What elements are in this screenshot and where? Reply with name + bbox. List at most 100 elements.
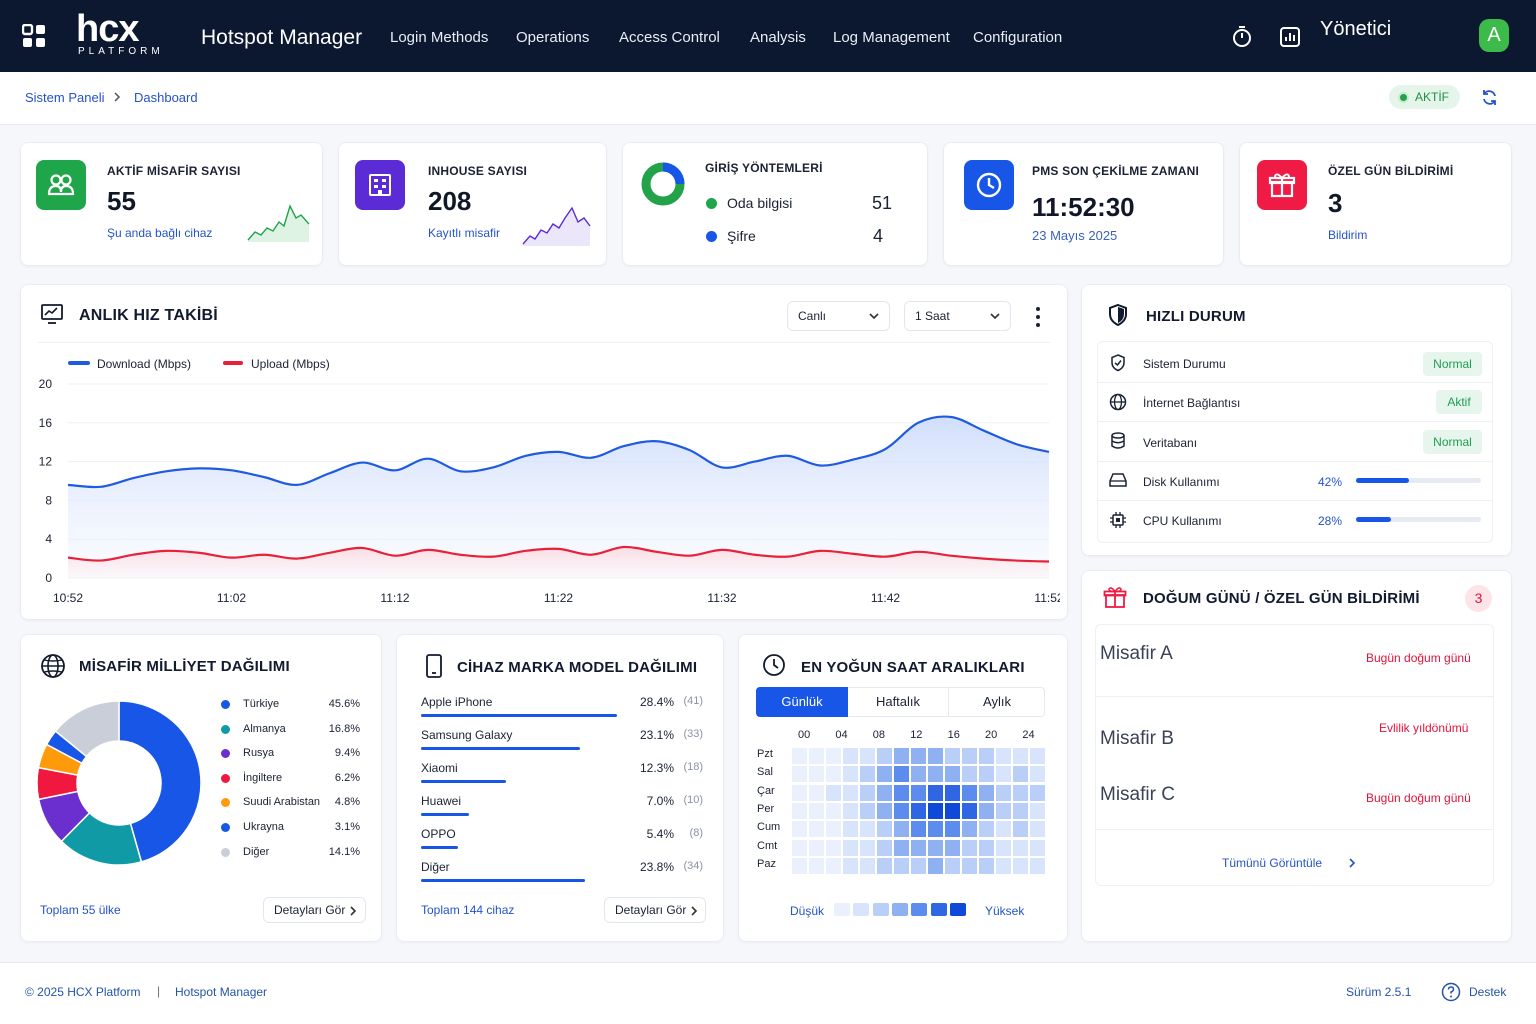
nav-analysis[interactable]: Analysis (750, 29, 806, 46)
building-icon (355, 160, 405, 210)
legend-value: 9.4% (334, 747, 360, 760)
legend-label: İngiltere (243, 771, 283, 784)
brand-count: (41) (683, 695, 703, 707)
nav-operations[interactable]: Operations (516, 29, 590, 46)
heatmap-cell (894, 748, 909, 764)
pms-date: 23 Mayıs 2025 (1032, 228, 1118, 243)
heatmap-cell (979, 784, 994, 801)
footer-support-link[interactable]: Destek (1469, 985, 1507, 999)
heatmap-hour-label: 04 (835, 729, 848, 741)
heatmap-day-label: Sal (757, 766, 773, 779)
divider (1097, 421, 1493, 422)
speed-title: ANLIK HIZ TAKİBİ (79, 307, 218, 324)
heatmap-cell (809, 821, 824, 838)
nav-login-methods[interactable]: Login Methods (390, 29, 489, 46)
breadcrumb-root[interactable]: Sistem Paneli (25, 90, 105, 105)
special-day-value: 3 (1328, 188, 1343, 218)
nationality-donut-chart (36, 700, 202, 866)
heatmap-day-label: Per (757, 802, 775, 815)
heatmap-cell (928, 839, 943, 856)
brand-name: Samsung Galaxy (421, 728, 513, 742)
globe-icon (1109, 393, 1127, 411)
heatmap-cell (877, 857, 892, 874)
nationality-details-button[interactable]: Detayları Gör (263, 897, 366, 923)
chevron-right-icon (350, 906, 357, 916)
tab-weekly[interactable]: Haftalık (848, 687, 949, 717)
view-all-link[interactable]: Tümünü Görüntüle (1222, 856, 1323, 870)
active-guests-sub: Şu anda bağlı cihaz (107, 226, 213, 240)
logo[interactable]: hcx (76, 8, 139, 50)
tab-monthly[interactable]: Aylık (983, 694, 1011, 709)
legend-swatch (872, 903, 889, 916)
refresh-icon[interactable] (1481, 89, 1498, 106)
brand-name: Apple iPhone (421, 695, 493, 709)
brands-details-button[interactable]: Detayları Gör (604, 897, 706, 923)
heatmap-cell (996, 821, 1011, 838)
birthday-guest-name[interactable]: Misafir A (1100, 643, 1173, 664)
avatar[interactable]: A (1479, 19, 1509, 52)
heatmap-cell (911, 766, 926, 783)
mode-select[interactable]: Canlı (787, 301, 890, 331)
report-icon[interactable] (1279, 26, 1301, 48)
heatmap-cell (860, 802, 875, 819)
heatmap-cell (979, 748, 994, 764)
x-tick-label: 11:52 (1034, 591, 1060, 605)
heatmap-day-label: Pzt (757, 748, 773, 760)
heatmap-hour-label: 24 (1022, 729, 1035, 741)
nav-log-management[interactable]: Log Management (833, 29, 950, 46)
heatmap-hour-label: 12 (910, 729, 923, 741)
heatmap-cell (860, 839, 875, 856)
heatmap-cell (945, 821, 960, 838)
login-methods-card (622, 142, 928, 266)
brand-count: (33) (683, 728, 703, 740)
y-tick-label: 12 (39, 455, 53, 469)
heatmap-cell (877, 802, 892, 819)
chevron-right-icon[interactable] (1347, 857, 1357, 869)
y-tick-label: 20 (39, 377, 53, 391)
user-name[interactable]: Yönetici (1320, 18, 1392, 40)
breadcrumb-current: Dashboard (134, 90, 198, 105)
heatmap-cell (792, 821, 807, 838)
timer-icon[interactable] (1231, 25, 1253, 49)
heatmap-cell (928, 821, 943, 838)
heatmap-cell (792, 766, 807, 783)
nav-access-control[interactable]: Access Control (619, 29, 720, 46)
quick-status-card (1081, 284, 1512, 556)
upload-legend: Upload (Mbps) (251, 357, 330, 371)
donut-slice (118, 700, 202, 863)
footer (0, 962, 1536, 1024)
range-select[interactable]: 1 Saat (904, 301, 1011, 331)
gift-icon (1103, 587, 1127, 608)
legend-value: 16.8% (328, 722, 360, 735)
nav-configuration[interactable]: Configuration (973, 29, 1063, 46)
heatmap-cell (911, 784, 926, 801)
app-title: Hotspot Manager (201, 26, 363, 49)
legend-dot-icon (221, 749, 230, 759)
top-navigation-bar: hcx PLATFORM Hotspot Manager Login Metho… (0, 0, 1536, 72)
brands-total: Toplam 144 cihaz (421, 903, 515, 917)
tab-daily[interactable]: Günlük (756, 687, 848, 717)
details-label: Detayları Gör (274, 903, 346, 917)
birthday-guest-name[interactable]: Misafir B (1100, 728, 1174, 749)
heatmap-cell (843, 802, 858, 819)
legend-swatch (930, 903, 947, 916)
brand-percent: 7.0% (646, 794, 674, 808)
heatmap-cell (911, 857, 926, 874)
heatmap-cell (843, 784, 858, 801)
chevron-right-icon (114, 92, 121, 102)
legend-label: Suudi Arabistan (243, 796, 321, 809)
heatmap-cell (945, 748, 960, 764)
heatmap-cell (911, 821, 926, 838)
heatmap-cell (1030, 748, 1045, 764)
birthday-guest-name[interactable]: Misafir C (1100, 784, 1175, 805)
heatmap-cell (1030, 784, 1045, 801)
help-circle-icon[interactable] (1441, 982, 1461, 1002)
legend-label: Rusya (243, 747, 275, 760)
heatmap-day-label: Cum (757, 821, 781, 834)
speed-chart: 0 4 8 12 16 20 10:52 11:02 11:12 11:22 11:32 11:42 1… (39, 377, 1060, 605)
apps-grid-icon[interactable] (22, 24, 46, 48)
more-vertical-icon[interactable] (1032, 305, 1044, 329)
heatmap-cell (809, 748, 824, 764)
inhouse-sub: Kayıtlı misafir (428, 226, 501, 240)
quick-row-label: Veritabanı (1143, 436, 1198, 450)
